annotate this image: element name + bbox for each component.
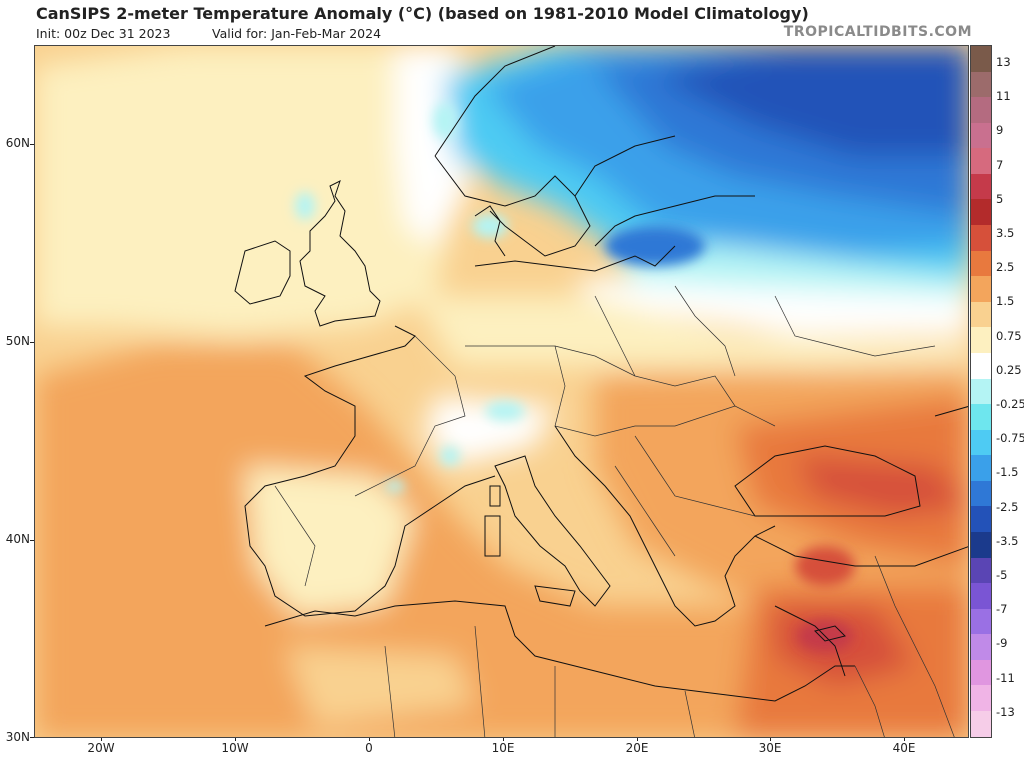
colorbar-segment <box>971 71 991 98</box>
lon-label-20w: 20W <box>87 741 115 755</box>
colorbar-segment <box>971 506 991 532</box>
colorbar-segment <box>971 404 991 430</box>
lat-tick <box>30 540 34 541</box>
colorbar-label: -7 <box>996 602 1008 617</box>
colorbar-segment <box>971 225 991 251</box>
colorbar-label: 11 <box>996 89 1011 104</box>
colorbar-label: 0.25 <box>996 362 1022 377</box>
colorbar-segment <box>971 46 991 72</box>
colorbar-segment <box>971 429 991 456</box>
colorbar-segment <box>971 583 991 609</box>
colorbar-label: -0.75 <box>996 431 1024 446</box>
lon-label-40e: 40E <box>892 741 916 755</box>
chart-title: CanSIPS 2-meter Temperature Anomaly (°C)… <box>36 4 809 23</box>
colorbar-label: -3.5 <box>996 533 1019 548</box>
colorbar-segment <box>971 480 991 507</box>
colorbar-segment <box>971 327 991 353</box>
map-canvas <box>35 46 968 737</box>
colorbar-label: -11 <box>996 670 1015 685</box>
colorbar-label: 2.5 <box>996 260 1015 275</box>
colorbar-segment <box>971 378 991 405</box>
colorbar-segment <box>971 250 991 277</box>
colorbar-label: -9 <box>996 636 1008 651</box>
colorbar-label: -2.5 <box>996 499 1019 514</box>
lon-tick <box>637 738 638 741</box>
colorbar-segment <box>971 455 991 481</box>
colorbar-segment <box>971 557 991 584</box>
lon-label-20e: 20E <box>625 741 649 755</box>
lat-label-60n: 60N <box>5 136 30 150</box>
colorbar-label: 9 <box>996 123 1004 138</box>
lat-tick <box>30 737 34 738</box>
lon-tick <box>369 738 370 741</box>
colorbar-segment <box>971 608 991 635</box>
colorbar-label: 7 <box>996 157 1004 172</box>
colorbar-segment <box>971 148 991 174</box>
colorbar <box>970 45 992 738</box>
lon-tick <box>235 738 236 741</box>
colorbar-segment <box>971 276 991 302</box>
init-time: Init: 00z Dec 31 2023 <box>36 26 171 41</box>
lon-tick <box>770 738 771 741</box>
lat-label-30n: 30N <box>5 730 30 744</box>
colorbar-segment <box>971 97 991 123</box>
lat-label-50n: 50N <box>5 334 30 348</box>
colorbar-label: -1.5 <box>996 465 1019 480</box>
lon-label-30e: 30E <box>758 741 782 755</box>
colorbar-label: -5 <box>996 568 1008 582</box>
colorbar-segment <box>971 352 991 379</box>
colorbar-label: 3.5 <box>996 226 1015 240</box>
colorbar-segment <box>971 711 991 737</box>
colorbar-label: 13 <box>996 55 1011 69</box>
lon-label-10w: 10W <box>221 741 249 755</box>
colorbar-segment <box>971 531 991 558</box>
colorbar-segment <box>971 634 991 660</box>
colorbar-label: -0.25 <box>996 397 1024 411</box>
lon-tick <box>904 738 905 741</box>
anomaly-map <box>34 45 969 738</box>
lon-label-10e: 10E <box>491 741 515 755</box>
lat-tick <box>30 342 34 343</box>
colorbar-label: 0.75 <box>996 328 1022 343</box>
coastlines <box>234 46 968 702</box>
lat-tick <box>30 144 34 145</box>
brand-watermark[interactable]: TROPICALTIDBITS.COM <box>783 24 972 40</box>
colorbar-segment <box>971 301 991 328</box>
colorbar-segment <box>971 173 991 200</box>
lon-tick <box>101 738 102 741</box>
lon-label-0: 0 <box>365 741 373 755</box>
country-borders <box>274 285 955 737</box>
colorbar-segment <box>971 199 991 226</box>
valid-period: Valid for: Jan-Feb-Mar 2024 <box>212 26 382 41</box>
colorbar-segment <box>971 685 991 712</box>
colorbar-label: 1.5 <box>996 294 1015 309</box>
colorbar-label: -13 <box>996 704 1015 719</box>
colorbar-label: 5 <box>996 191 1004 206</box>
colorbar-segment <box>971 659 991 686</box>
colorbar-labels: 13 11 9 7 5 3.5 2.5 1.5 0.75 0.25 -0.25 -0.75 -1.5 -2… <box>996 45 1024 738</box>
colorbar-segment <box>971 122 991 149</box>
lat-label-40n: 40N <box>5 532 30 546</box>
lon-tick <box>503 738 504 741</box>
